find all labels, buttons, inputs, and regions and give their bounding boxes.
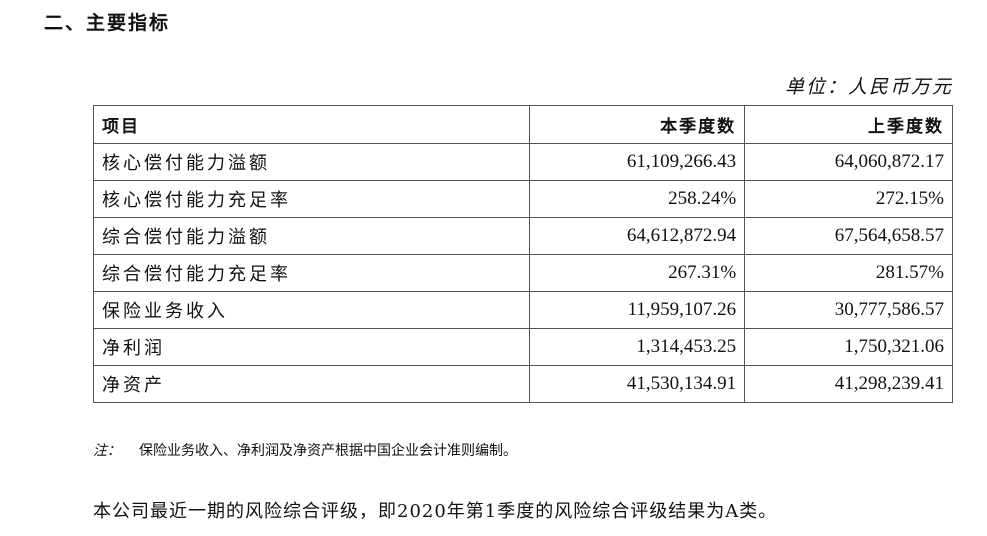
footnote-text: 保险业务收入、净利润及净资产根据中国企业会计准则编制。 — [139, 443, 517, 459]
current-value-cell: 11,959,107.26 — [529, 291, 746, 329]
indicators-table: 项目 本季度数 上季度数 核心偿付能力溢额 61,109,266.43 64,060… — [92, 105, 953, 403]
item-cell: 综合偿付能力充足率 — [92, 254, 531, 292]
previous-value-cell: 67,564,658.57 — [744, 217, 953, 255]
header-previous: 上季度数 — [744, 105, 953, 144]
item-cell: 净资产 — [92, 365, 531, 403]
current-value-cell: 64,612,872.94 — [529, 217, 746, 255]
current-value-cell: 267.31% — [529, 254, 746, 292]
current-value-cell: 41,530,134.91 — [529, 365, 746, 403]
item-cell: 保险业务收入 — [92, 291, 531, 329]
header-item: 项目 — [92, 105, 531, 144]
header-current: 本季度数 — [529, 105, 746, 144]
table-row: 综合偿付能力充足率 267.31% 281.57% — [92, 254, 953, 292]
table-row: 净利润 1,314,453.25 1,750,321.06 — [92, 328, 953, 366]
current-value-cell: 61,109,266.43 — [529, 143, 746, 181]
unit-label: 单位：人民币万元 — [784, 76, 953, 98]
current-value-cell: 258.24% — [529, 180, 746, 218]
table-row: 核心偿付能力溢额 61,109,266.43 64,060,872.17 — [92, 143, 953, 181]
previous-value-cell: 1,750,321.06 — [744, 328, 953, 366]
previous-value-cell: 64,060,872.17 — [744, 143, 953, 181]
table-row: 综合偿付能力溢额 64,612,872.94 67,564,658.57 — [92, 217, 953, 255]
previous-value-cell: 281.57% — [744, 254, 953, 292]
item-cell: 核心偿付能力溢额 — [92, 143, 531, 181]
item-cell: 核心偿付能力充足率 — [92, 180, 531, 218]
rating-paragraph: 本公司最近一期的风险综合评级，即2020年第1季度的风险综合评级结果为A类。 — [93, 501, 778, 522]
table-row: 净资产 41,530,134.91 41,298,239.41 — [92, 365, 953, 403]
section-title: 二、主要指标 — [44, 12, 171, 34]
previous-value-cell: 41,298,239.41 — [744, 365, 953, 403]
table-header: 项目 本季度数 上季度数 — [92, 105, 953, 144]
previous-value-cell: 272.15% — [744, 180, 953, 218]
table-row: 保险业务收入 11,959,107.26 30,777,586.57 — [92, 291, 953, 329]
item-cell: 综合偿付能力溢额 — [92, 217, 531, 255]
footnote: 注： 保险业务收入、净利润及净资产根据中国企业会计准则编制。 — [93, 440, 517, 460]
previous-value-cell: 30,777,586.57 — [744, 291, 953, 329]
item-cell: 净利润 — [92, 328, 531, 366]
table-row: 核心偿付能力充足率 258.24% 272.15% — [92, 180, 953, 218]
current-value-cell: 1,314,453.25 — [529, 328, 746, 366]
footnote-label: 注： — [93, 443, 121, 459]
